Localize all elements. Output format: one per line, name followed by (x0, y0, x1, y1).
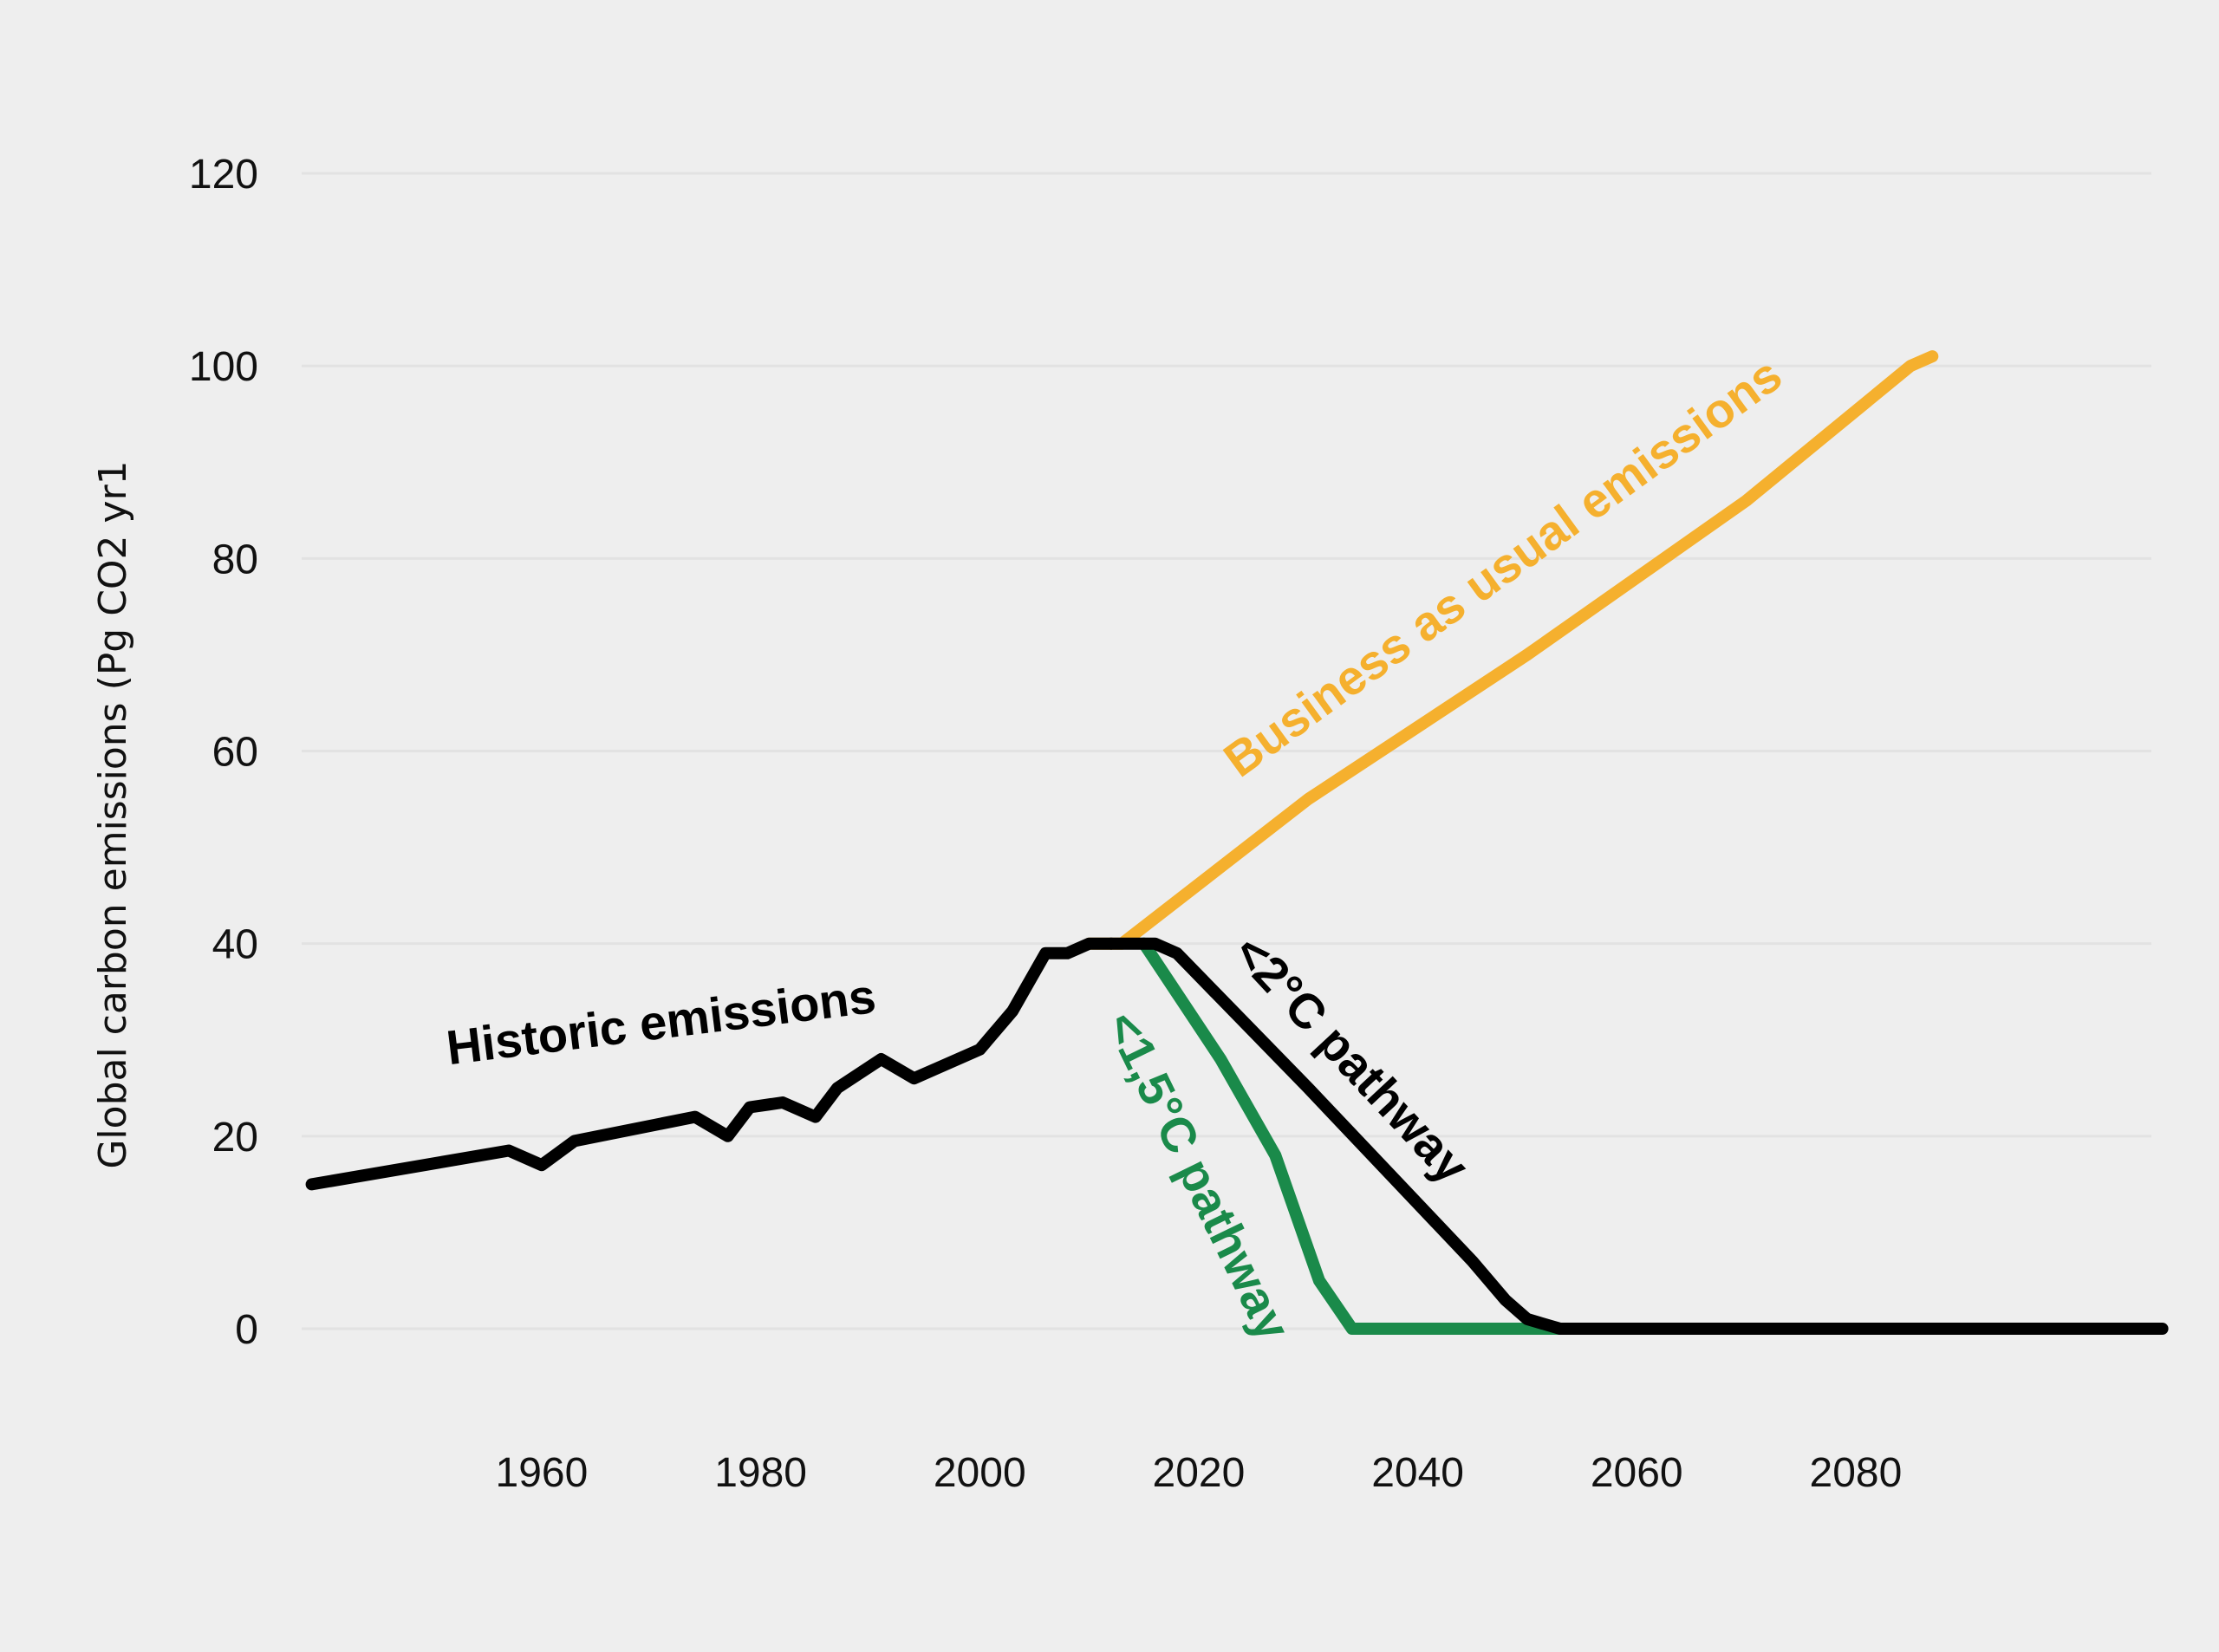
annotation-business-as-usual: Business as usual emissions (1214, 347, 1792, 787)
y-tick-label: 20 (212, 1115, 258, 1161)
x-tick-label: 1960 (496, 1450, 589, 1496)
series-1-5c-pathway (1137, 937, 1566, 1335)
x-tick-label: 2060 (1591, 1450, 1683, 1496)
x-tick-label: 2000 (934, 1450, 1026, 1496)
y-tick-label: 40 (212, 922, 258, 968)
annotation-historic-emissions: Historic emissions (444, 968, 879, 1075)
y-axis-title: Global carbon emissions (Pg CO2 yr1 (91, 460, 135, 1168)
series-lines (305, 350, 2169, 1335)
y-tick-label: 120 (189, 152, 258, 198)
x-axis-tick-labels: 1960 1980 2000 2020 2040 2060 2080 (496, 1450, 1903, 1496)
x-tick-label: 1980 (714, 1450, 807, 1496)
x-tick-label: 2020 (1153, 1450, 1246, 1496)
x-tick-label: 2040 (1371, 1450, 1464, 1496)
y-tick-label: 0 (235, 1307, 258, 1353)
y-tick-label: 100 (189, 344, 258, 390)
series-2c-pathway (1104, 937, 2169, 1335)
series-historic-emissions (305, 937, 1117, 1191)
series-business-as-usual (1083, 350, 1939, 950)
y-tick-label: 60 (212, 730, 258, 776)
x-tick-label: 2080 (1810, 1450, 1903, 1496)
annotation-2c-pathway: <2°C pathway (1223, 924, 1480, 1193)
y-tick-label: 80 (212, 537, 258, 582)
y-axis-tick-labels: 0 20 40 60 80 100 120 (189, 152, 258, 1353)
